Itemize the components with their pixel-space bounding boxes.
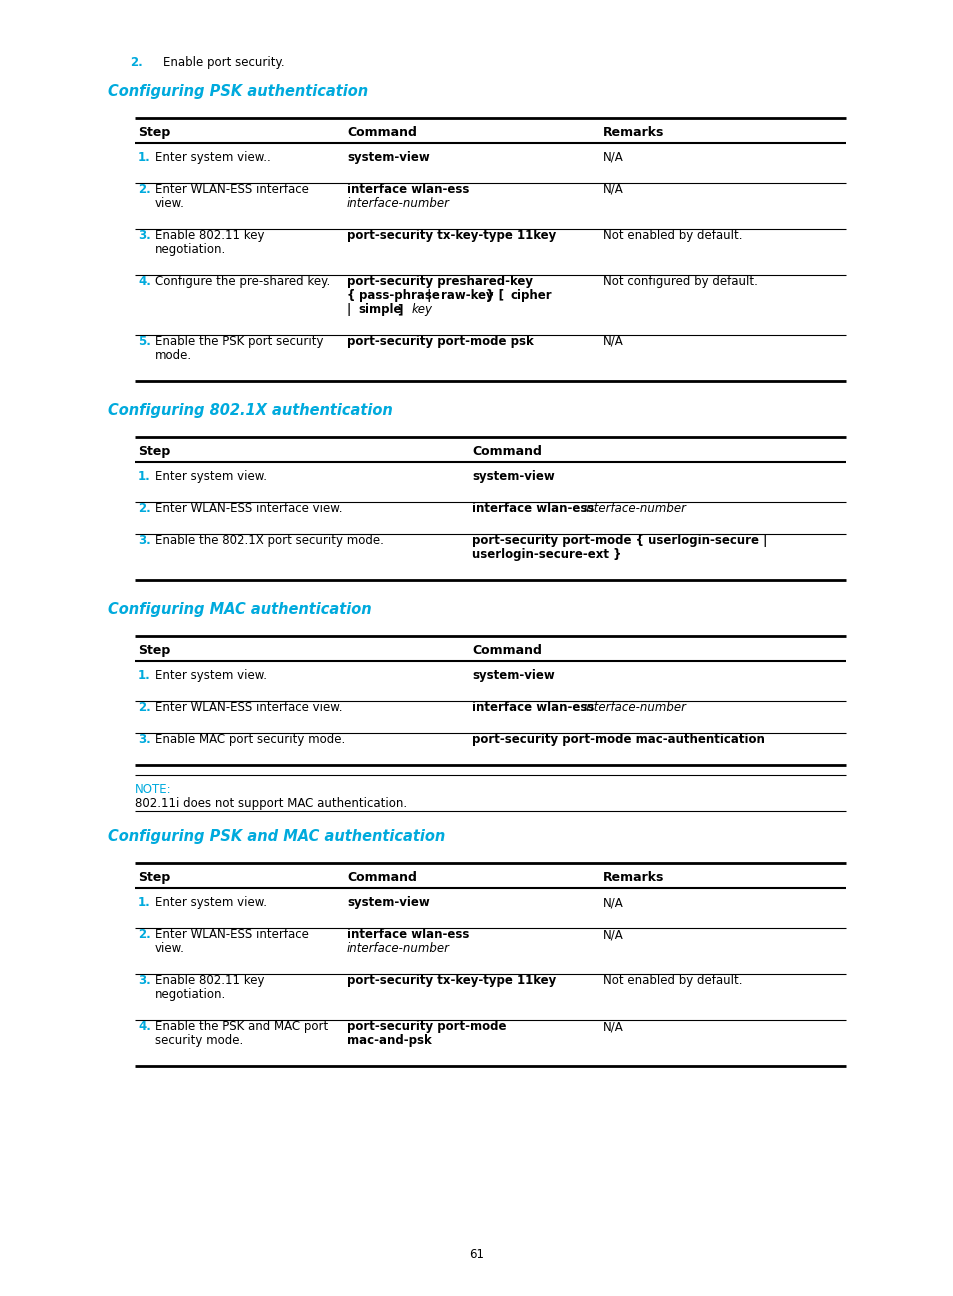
Text: Command: Command [472,644,541,657]
Text: interface wlan-ess: interface wlan-ess [472,502,598,515]
Text: {: { [347,289,359,302]
Text: 802.11i does not support MAC authentication.: 802.11i does not support MAC authenticat… [135,797,407,810]
Text: |: | [347,303,355,316]
Text: Remarks: Remarks [602,126,663,139]
Text: system-view: system-view [472,669,554,682]
Text: key: key [411,303,432,316]
Text: Step: Step [138,644,170,657]
Text: Enable 802.11 key: Enable 802.11 key [154,975,264,988]
Text: Enter WLAN-ESS interface: Enter WLAN-ESS interface [154,928,309,941]
Text: port-security preshared-key: port-security preshared-key [347,275,533,288]
Text: Step: Step [138,445,170,457]
Text: Enable the PSK and MAC port: Enable the PSK and MAC port [154,1020,328,1033]
Text: N/A: N/A [602,334,623,349]
Text: 4.: 4. [138,1020,151,1033]
Text: interface wlan-ess: interface wlan-ess [472,701,598,714]
Text: system-view: system-view [472,470,554,483]
Text: 4.: 4. [138,275,151,288]
Text: Not enabled by default.: Not enabled by default. [602,229,741,242]
Text: 1.: 1. [138,470,151,483]
Text: Not configured by default.: Not configured by default. [602,275,757,288]
Text: Enable the 802.1X port security mode.: Enable the 802.1X port security mode. [154,534,383,547]
Text: mode.: mode. [154,349,192,362]
Text: N/A: N/A [602,152,623,165]
Text: Step: Step [138,126,170,139]
Text: view.: view. [154,942,185,955]
Text: N/A: N/A [602,1020,623,1033]
Text: Enable MAC port security mode.: Enable MAC port security mode. [154,734,345,746]
Text: pass-phrase: pass-phrase [358,289,439,302]
Text: raw-key: raw-key [440,289,493,302]
Text: 2.: 2. [138,183,151,196]
Text: ]: ] [394,303,407,316]
Text: negotiation.: negotiation. [154,988,226,1001]
Text: simple: simple [358,303,402,316]
Text: } [: } [ [481,289,507,302]
Text: Enter system view.: Enter system view. [154,470,267,483]
Text: Enter system view.: Enter system view. [154,896,267,908]
Text: 1.: 1. [138,152,151,165]
Text: interface-number: interface-number [347,942,450,955]
Text: port-security port-mode mac-authentication: port-security port-mode mac-authenticati… [472,734,764,746]
Text: 1.: 1. [138,669,151,682]
Text: N/A: N/A [602,896,623,908]
Text: 3.: 3. [138,229,151,242]
Text: |: | [422,289,436,302]
Text: port-security port-mode: port-security port-mode [347,1020,506,1033]
Text: Enable the PSK port security: Enable the PSK port security [154,334,323,349]
Text: port-security tx-key-type 11key: port-security tx-key-type 11key [347,229,556,242]
Text: Enter WLAN-ESS interface: Enter WLAN-ESS interface [154,183,309,196]
Text: 3.: 3. [138,534,151,547]
Text: Enable port security.: Enable port security. [163,56,284,69]
Text: Configure the pre-shared key.: Configure the pre-shared key. [154,275,330,288]
Text: Command: Command [347,126,416,139]
Text: mac-and-psk: mac-and-psk [347,1034,432,1047]
Text: Configuring PSK and MAC authentication: Configuring PSK and MAC authentication [108,829,445,844]
Text: security mode.: security mode. [154,1034,243,1047]
Text: interface-number: interface-number [582,701,685,714]
Text: Enter system view.: Enter system view. [154,669,267,682]
Text: 2.: 2. [138,928,151,941]
Text: 5.: 5. [138,334,151,349]
Text: system-view: system-view [347,896,429,908]
Text: Enter WLAN-ESS interface view.: Enter WLAN-ESS interface view. [154,701,342,714]
Text: 1.: 1. [138,896,151,908]
Text: 2.: 2. [130,56,143,69]
Text: negotiation.: negotiation. [154,244,226,257]
Text: system-view: system-view [347,152,429,165]
Text: interface-number: interface-number [582,502,685,515]
Text: N/A: N/A [602,928,623,941]
Text: 3.: 3. [138,975,151,988]
Text: NOTE:: NOTE: [135,783,172,796]
Text: 61: 61 [469,1248,484,1261]
Text: Enter WLAN-ESS interface view.: Enter WLAN-ESS interface view. [154,502,342,515]
Text: 2.: 2. [138,502,151,515]
Text: Command: Command [347,871,416,884]
Text: N/A: N/A [602,183,623,196]
Text: Configuring 802.1X authentication: Configuring 802.1X authentication [108,403,393,419]
Text: port-security port-mode { userlogin-secure |: port-security port-mode { userlogin-secu… [472,534,766,547]
Text: interface-number: interface-number [347,197,450,210]
Text: 3.: 3. [138,734,151,746]
Text: interface wlan-ess: interface wlan-ess [347,928,469,941]
Text: Step: Step [138,871,170,884]
Text: Configuring PSK authentication: Configuring PSK authentication [108,84,368,98]
Text: Enter system view..: Enter system view.. [154,152,271,165]
Text: Remarks: Remarks [602,871,663,884]
Text: view.: view. [154,197,185,210]
Text: 2.: 2. [138,701,151,714]
Text: userlogin-secure-ext }: userlogin-secure-ext } [472,548,620,561]
Text: Configuring MAC authentication: Configuring MAC authentication [108,603,372,617]
Text: Not enabled by default.: Not enabled by default. [602,975,741,988]
Text: Enable 802.11 key: Enable 802.11 key [154,229,264,242]
Text: interface wlan-ess: interface wlan-ess [347,183,469,196]
Text: port-security tx-key-type 11key: port-security tx-key-type 11key [347,975,556,988]
Text: cipher: cipher [510,289,552,302]
Text: Command: Command [472,445,541,457]
Text: port-security port-mode psk: port-security port-mode psk [347,334,533,349]
